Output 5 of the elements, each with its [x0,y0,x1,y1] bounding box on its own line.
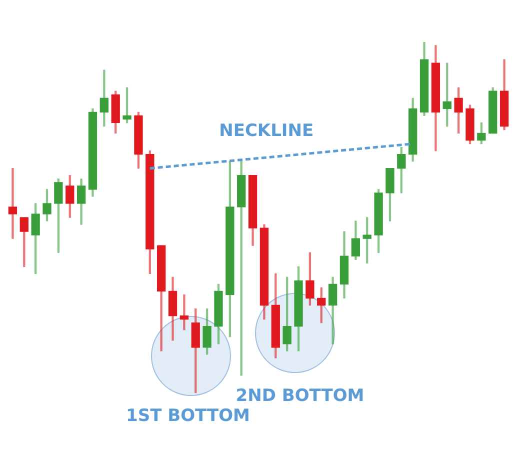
candlestick [180,294,189,330]
annotation: 2ND BOTTOM [236,386,364,406]
series-label: NECKLINE [219,121,314,142]
candlestick [8,168,18,239]
text: 1ST BOTTOM [126,406,250,426]
